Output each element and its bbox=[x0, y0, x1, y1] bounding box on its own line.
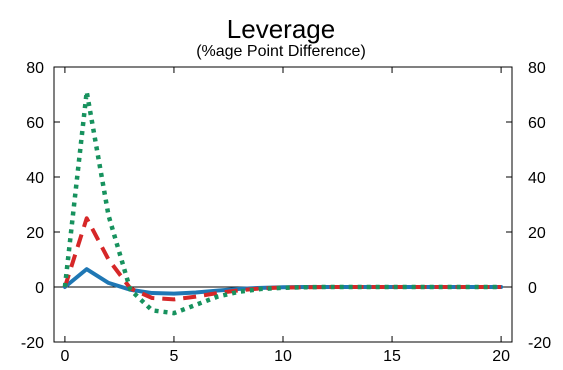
right-y-tick-label: -20 bbox=[528, 335, 551, 352]
y-tick-label: 20 bbox=[26, 225, 44, 242]
y-tick-label: 0 bbox=[35, 280, 44, 297]
right-y-tick-label: 40 bbox=[528, 170, 546, 187]
chart-subtitle: (%age Point Difference) bbox=[196, 43, 366, 60]
chart-title: Leverage bbox=[227, 14, 335, 44]
plot-area: 0 5 10 15 20 -20 0 20 40 60 80 -20 0 20 40 60 80 bbox=[21, 60, 551, 365]
x-tick-label: 0 bbox=[60, 348, 69, 365]
x-tick-label: 10 bbox=[274, 348, 292, 365]
y-tick-label: -20 bbox=[21, 335, 44, 352]
plot-frame bbox=[53, 66, 513, 343]
right-y-tick-label: 0 bbox=[528, 280, 537, 297]
y-tick-label: 40 bbox=[26, 170, 44, 187]
x-tick-label: 15 bbox=[383, 348, 401, 365]
x-tick-label: 20 bbox=[492, 348, 510, 365]
y-tick-label: 60 bbox=[26, 115, 44, 132]
series-line-dotted bbox=[62, 89, 502, 316]
right-y-tick-label: 20 bbox=[528, 225, 546, 242]
y-tick-label: 80 bbox=[26, 60, 44, 77]
series-line-solid bbox=[62, 267, 504, 296]
x-tick-label: 5 bbox=[169, 348, 178, 365]
right-y-tick-label: 80 bbox=[528, 60, 546, 77]
right-y-tick-label: 60 bbox=[528, 115, 546, 132]
